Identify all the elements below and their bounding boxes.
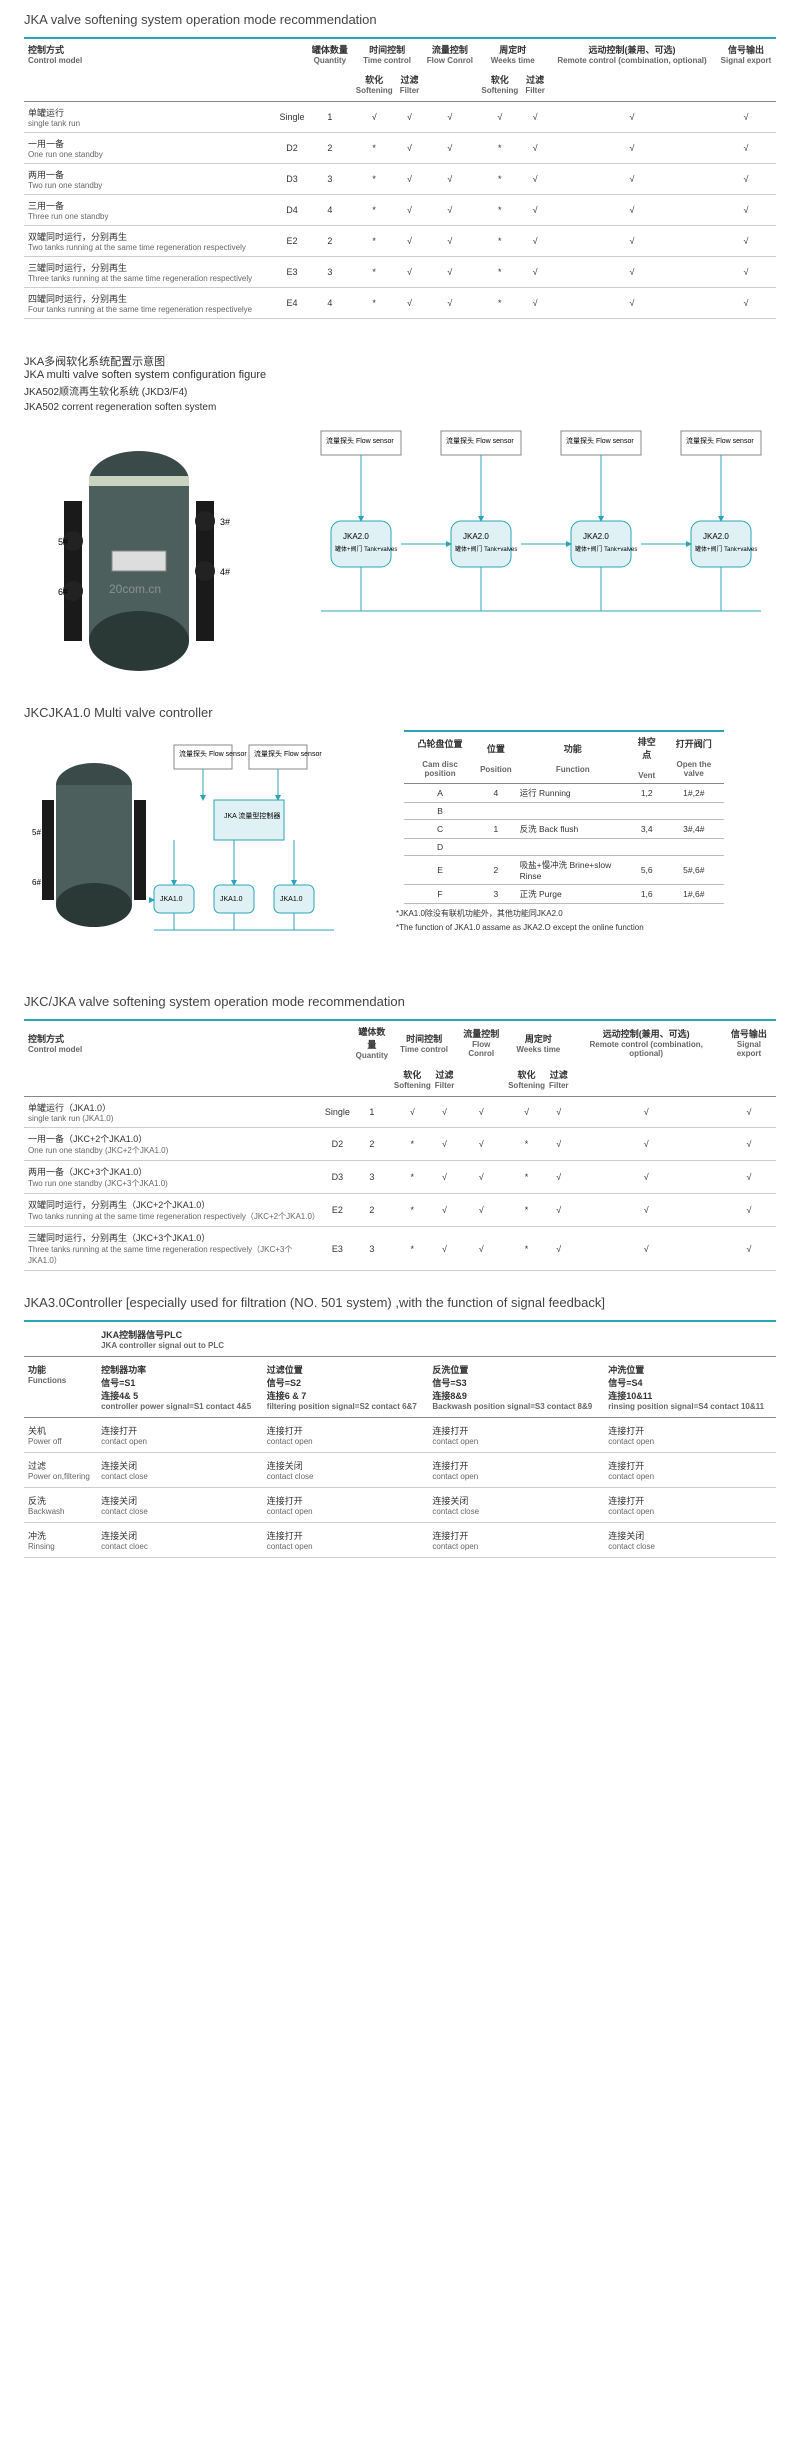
mvc-title: JKCJKA1.0 Multi valve controller bbox=[24, 705, 776, 720]
cam-table: 凸轮盘位置Cam disc position 位置Position 功能Func… bbox=[404, 730, 724, 904]
svg-text:JKA1.0: JKA1.0 bbox=[280, 896, 303, 903]
table-row: 三用一备Three run one standby D44 *√ √ *√ √√ bbox=[24, 195, 776, 226]
cam-note1: *JKA1.0除没有联机功能外，其他功能同JKA2.0 bbox=[396, 908, 724, 919]
table-row: 双罐同时运行，分别再生Two tanks running at the same… bbox=[24, 226, 776, 257]
rec1-table: 控制方式Control model 罐体数量Quantity 时间控制Time … bbox=[24, 37, 776, 319]
table-row: 冲洗Rinsing连接关闭contact cloec连接打开contact op… bbox=[24, 1523, 776, 1558]
svg-text:JKA1.0: JKA1.0 bbox=[160, 896, 183, 903]
section-config-figure: JKA多阀软化系统配置示意图 JKA multi valve soften sy… bbox=[0, 331, 800, 693]
svg-text:流量探头 Flow sensor: 流量探头 Flow sensor bbox=[254, 749, 322, 758]
section-rec1: JKA valve softening system operation mod… bbox=[0, 0, 800, 331]
table-row: 反洗Backwash连接关闭contact close连接打开contact o… bbox=[24, 1488, 776, 1523]
svg-text:3#: 3# bbox=[220, 517, 230, 527]
svg-text:罐体+阀门 Tank+valves: 罐体+阀门 Tank+valves bbox=[695, 545, 757, 553]
table-row: F3正洗 Purge1,61#,6# bbox=[404, 885, 724, 904]
config-sub1-cn: JKA502顺流再生软化系统 (JKD3/F4) bbox=[24, 383, 776, 398]
section-multivalve-controller: JKCJKA1.0 Multi valve controller 5# 6# 流量… bbox=[0, 693, 800, 982]
table-row: B bbox=[404, 803, 724, 820]
flow-diagram-4tank: 流量探头 Flow sensor JKA2.0 罐体+阀门 Tank+valve… bbox=[266, 421, 776, 681]
table-row: 一用一备One run one standby D22 *√ √ *√ √√ bbox=[24, 133, 776, 164]
table-row: A4运行 Running1,21#,2# bbox=[404, 784, 724, 803]
svg-text:罐体+阀门 Tank+valves: 罐体+阀门 Tank+valves bbox=[335, 545, 397, 553]
svg-text:流量探头 Flow sensor: 流量探头 Flow sensor bbox=[446, 436, 514, 445]
svg-text:JKA1.0: JKA1.0 bbox=[220, 896, 243, 903]
table-row: 双罐同时运行，分别再生（JKC+2个JKA1.0）Two tanks runni… bbox=[24, 1194, 776, 1227]
table-row: E2吸盐+慢冲洗 Brine+slow Rinse5,65#,6# bbox=[404, 856, 724, 885]
table-row: 两用一备（JKC+3个JKA1.0）Two run one standby (J… bbox=[24, 1161, 776, 1194]
svg-text:罐体+阀门 Tank+valves: 罐体+阀门 Tank+valves bbox=[455, 545, 517, 553]
table-row: 一用一备（JKC+2个JKA1.0）One run one standby (J… bbox=[24, 1128, 776, 1161]
svg-text:5#: 5# bbox=[58, 537, 68, 547]
section-jka3-controller: JKA3.0Controller [especially used for fi… bbox=[0, 1283, 800, 1570]
svg-text:5#: 5# bbox=[32, 828, 41, 837]
svg-text:JKA2.0: JKA2.0 bbox=[343, 532, 369, 541]
svg-text:JKA2.0: JKA2.0 bbox=[463, 532, 489, 541]
config-sub1-en: JKA502 corrent regeneration soften syste… bbox=[24, 402, 776, 413]
svg-text:6#: 6# bbox=[32, 878, 41, 887]
rec2-title: JKC/JKA valve softening system operation… bbox=[24, 994, 776, 1009]
table-row: 关机Power off连接打开contact open连接打开contact o… bbox=[24, 1418, 776, 1453]
svg-text:流量探头 Flow sensor: 流量探头 Flow sensor bbox=[686, 436, 754, 445]
rec2-table: 控制方式Control model 罐体数量Quantity 时间控制Time … bbox=[24, 1019, 776, 1271]
mvc-diagram: 5# 6# 流量探头 Flow sensor 流量探头 Flow sensor J… bbox=[24, 730, 384, 970]
svg-text:流量探头 Flow sensor: 流量探头 Flow sensor bbox=[179, 749, 247, 758]
svg-text:6#: 6# bbox=[58, 587, 68, 597]
table-row: C1反洗 Back flush3,43#,4# bbox=[404, 820, 724, 839]
tank-photo-illustration: 5# 6# 3# 4# 20com.cn bbox=[24, 421, 254, 681]
table-row: 过滤Power on,filtering连接关闭contact close连接关… bbox=[24, 1453, 776, 1488]
watermark: 20com.cn bbox=[109, 582, 161, 596]
table-row: 单罐运行single tank run Single1 √√ √ √√ √√ bbox=[24, 102, 776, 133]
svg-text:流量探头 Flow sensor: 流量探头 Flow sensor bbox=[566, 436, 634, 445]
table-row: 四罐同时运行，分别再生Four tanks running at the sam… bbox=[24, 288, 776, 319]
section-rec2: JKC/JKA valve softening system operation… bbox=[0, 982, 800, 1283]
cam-note2: *The function of JKA1.0 assame as JKA2.O… bbox=[396, 923, 724, 932]
table-row: D bbox=[404, 839, 724, 856]
table-row: 三罐同时运行，分别再生（JKC+3个JKA1.0）Three tanks run… bbox=[24, 1227, 776, 1271]
svg-text:流量探头 Flow sensor: 流量探头 Flow sensor bbox=[326, 436, 394, 445]
table-row: 单罐运行（JKA1.0）single tank run (JKA1.0) Sin… bbox=[24, 1097, 776, 1128]
svg-text:JKA2.0: JKA2.0 bbox=[583, 532, 609, 541]
svg-text:4#: 4# bbox=[220, 567, 230, 577]
jka3-title: JKA3.0Controller [especially used for fi… bbox=[24, 1295, 776, 1310]
table-row: 两用一备Two run one standby D33 *√ √ *√ √√ bbox=[24, 164, 776, 195]
rec1-title: JKA valve softening system operation mod… bbox=[24, 12, 776, 27]
table-row: 三罐同时运行，分别再生Three tanks running at the sa… bbox=[24, 257, 776, 288]
config-title: JKA多阀软化系统配置示意图 JKA multi valve soften sy… bbox=[24, 353, 776, 381]
svg-text:JKA 流量型控制器: JKA 流量型控制器 bbox=[224, 811, 280, 820]
plc-table: JKA控制器信号PLCJKA controller signal out to … bbox=[24, 1320, 776, 1558]
svg-text:JKA2.0: JKA2.0 bbox=[703, 532, 729, 541]
svg-text:罐体+阀门 Tank+valves: 罐体+阀门 Tank+valves bbox=[575, 545, 637, 553]
